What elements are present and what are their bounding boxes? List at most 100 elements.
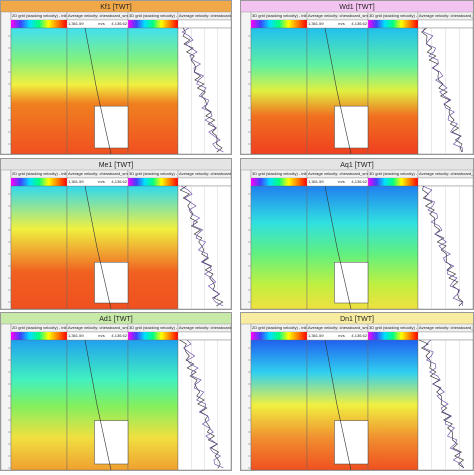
track-image (250, 339, 308, 471)
panel-canvas: Aq1 [TWT] 3D grid (stacking velocity) - i… (240, 159, 474, 310)
well-panel: Me1 [TWT] 2D grid (stacking velocity) - i… (0, 158, 255, 310)
colorbar (417, 331, 474, 341)
colorbar (177, 177, 232, 187)
average-velocity-line (84, 27, 112, 155)
velocity-curve (423, 27, 463, 153)
track-image (10, 339, 68, 471)
blank-area (334, 105, 369, 149)
scale-max: 4,136.62 (351, 179, 367, 184)
colorbar (128, 20, 178, 28)
velocity-curve (422, 185, 463, 307)
scale-box (306, 177, 369, 187)
panel-canvas: Dn1 [TWT] 2D grid (stacking velocity) - i… (240, 313, 474, 471)
track-header: Average velocity: chessboard_smv_100ms (68, 13, 144, 18)
track-header: 3D grid (stacking velocity) - inline 4 (129, 171, 192, 176)
scale-unit: m/s (98, 333, 104, 338)
scale-box (66, 19, 129, 29)
track-header: 3D grid (stacking velocity) - inline 4 (129, 13, 192, 18)
blank-area (94, 105, 129, 149)
scale-unit: m/s (98, 21, 104, 26)
well-panel: Wd1 [TWT] 3D grid (stacking velocity) - i… (240, 0, 474, 155)
depth-track (240, 11, 252, 155)
track-header: Average velocity: chessboard_smv_100ms (68, 171, 144, 176)
panel-title: Wd1 [TWT] (339, 4, 374, 11)
track-image (127, 27, 179, 155)
velocity-curve (180, 185, 224, 307)
track-header: 2D grid (stacking velocity) - inline 2 (12, 13, 75, 18)
blank-area (94, 262, 129, 304)
panel-title: Me1 [TWT] (99, 162, 134, 169)
track-header: Average velocity: chessboard_smv_100ms (179, 171, 231, 176)
colorbar (368, 332, 418, 340)
title-bar (241, 159, 473, 170)
title-bar (1, 313, 231, 324)
scale-min: 1,361.59 (68, 179, 84, 184)
scale-unit: m/s (338, 21, 344, 26)
scale-min: 1,361.59 (308, 179, 324, 184)
track-header: 2D grid (stacking velocity) - inline 2 (12, 171, 75, 176)
velocity-curve (419, 339, 465, 469)
velocity-curve (423, 339, 465, 469)
panel-title: Kf1 [TWT] (100, 4, 132, 11)
track-header: 3D grid (stacking velocity) - inline 4 (369, 13, 432, 18)
well-panel: Kf1 [TWT] 2D grid (stacking velocity) - i… (0, 0, 255, 155)
track-header: Average velocity: chessboard_smv_100ms (419, 325, 473, 330)
velocity-curve (179, 185, 224, 307)
track-header: Average velocity: chessboard_smv_100ms (68, 325, 144, 330)
track-header: 2D grid (stacking velocity) - inline 2 (12, 325, 75, 330)
panel-canvas: Ad1 [TWT] 2D grid (stacking velocity) - i… (0, 313, 255, 471)
depth-track (240, 323, 252, 471)
scale-min: 1,361.59 (308, 21, 324, 26)
scale-unit: m/s (338, 179, 344, 184)
scale-min: 1,361.59 (68, 333, 84, 338)
scale-box (306, 331, 369, 341)
track-image (10, 185, 68, 310)
panel-canvas: Kf1 [TWT] 2D grid (stacking velocity) - i… (0, 1, 255, 155)
track-header: Average velocity: chessboard_smv_100ms (308, 325, 384, 330)
colorbar (177, 331, 232, 341)
colorbar (251, 20, 307, 28)
track-header: 3D grid (stacking velocity) - inline 2 (252, 171, 315, 176)
average-velocity-line (84, 339, 112, 471)
track-header: 3D grid (stacking velocity) - inline 4 (369, 325, 432, 330)
colorbar (417, 19, 474, 29)
colorbar (128, 332, 178, 340)
velocity-curve (181, 27, 224, 153)
well-panel: Ad1 [TWT] 2D grid (stacking velocity) - i… (0, 312, 255, 471)
panel-title: Aq1 [TWT] (340, 162, 374, 169)
colorbar (11, 20, 67, 28)
track-image (250, 185, 308, 310)
track-image (127, 339, 179, 471)
track-header: 3D grid (stacking velocity) - inline 4 (129, 325, 192, 330)
track-header: Average velocity: chessboard_smv_100ms (179, 13, 231, 18)
colorbar (368, 20, 418, 28)
scale-unit: m/s (338, 333, 344, 338)
scale-max: 4,136.62 (351, 21, 367, 26)
blank-area (94, 420, 129, 465)
colorbar (251, 178, 307, 186)
average-velocity-line (324, 27, 352, 155)
track-image (127, 185, 179, 310)
track-image (250, 27, 308, 155)
title-bar (241, 1, 473, 12)
blank-area (334, 420, 369, 465)
colorbar (417, 177, 474, 187)
scale-max: 4,136.62 (111, 179, 127, 184)
track-header: 3D grid (stacking velocity) - inline 2 (252, 13, 315, 18)
track-header: 3D grid (stacking velocity) - inline 4 (369, 171, 432, 176)
title-bar (241, 313, 473, 324)
track-header: Average velocity: chessboard_smv_100ms (308, 171, 384, 176)
scale-box (66, 177, 129, 187)
average-velocity-line (84, 185, 112, 310)
track-header: Average velocity: chessboard_smv_100ms (308, 13, 384, 18)
depth-track (240, 169, 252, 310)
depth-track (0, 169, 12, 310)
depth-track (0, 323, 12, 471)
track-header: Average velocity: chessboard_smv_100ms (419, 171, 473, 176)
track-image (367, 339, 419, 471)
velocity-curve (183, 339, 224, 469)
scale-unit: m/s (98, 179, 104, 184)
scale-min: 1,361.59 (68, 21, 84, 26)
title-bar (1, 1, 231, 12)
